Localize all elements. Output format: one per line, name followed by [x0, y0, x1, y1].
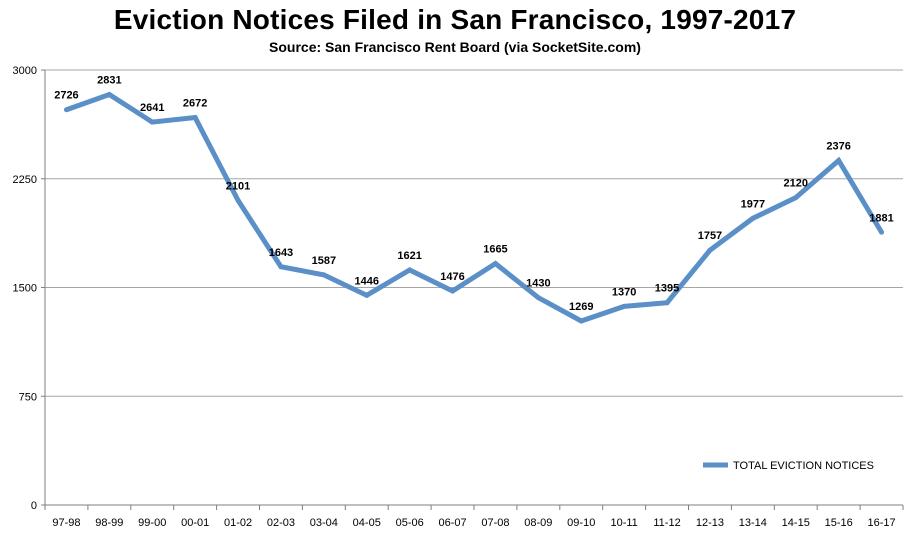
- data-label: 1587: [312, 255, 336, 267]
- data-label: 2120: [784, 178, 808, 190]
- x-tick-label: 16-17: [867, 517, 895, 529]
- x-tick-label: 01-02: [224, 517, 252, 529]
- x-axis-tick-labels: 97-98 98-99 99-00 00-01 01-02 02-03 03-04 04-05…: [52, 517, 895, 529]
- y-tick-label: 3000: [13, 65, 37, 77]
- data-label: 1395: [655, 283, 679, 295]
- x-tick-label: 02-03: [267, 517, 295, 529]
- x-tick-label: 00-01: [181, 517, 209, 529]
- data-label: 2726: [54, 90, 78, 102]
- x-tick-label: 99-00: [138, 517, 166, 529]
- y-tick-label: 2250: [13, 174, 37, 186]
- data-point: [278, 264, 284, 270]
- x-tick-label: 12-13: [696, 517, 724, 529]
- data-labels: 2726 2831 2641 2672 2101 1643 1587 1446 1621 1476…: [54, 75, 894, 313]
- data-label: 2831: [97, 75, 121, 87]
- data-point: [621, 303, 627, 309]
- x-tick-label: 06-07: [438, 517, 466, 529]
- data-label: 1370: [612, 286, 636, 298]
- data-point: [106, 92, 112, 98]
- x-tick-label: 08-09: [524, 517, 552, 529]
- series-line: [65, 91, 884, 324]
- data-point: [321, 272, 327, 278]
- data-point: [836, 157, 842, 163]
- axes: [41, 69, 904, 510]
- x-tick-label: 10-11: [610, 517, 637, 529]
- gridlines: [45, 69, 903, 397]
- x-tick-label: 03-04: [310, 517, 338, 529]
- data-label: 1977: [741, 198, 765, 210]
- data-label: 1446: [355, 275, 379, 287]
- chart-title: Eviction Notices Filed in San Francisco,…: [113, 4, 797, 35]
- data-label: 1643: [269, 247, 293, 259]
- data-point: [793, 195, 799, 201]
- x-tick-label: 07-08: [481, 517, 509, 529]
- data-label: 2672: [183, 98, 207, 110]
- x-tick-label: 09-10: [567, 517, 595, 529]
- data-point: [364, 292, 370, 298]
- data-point: [192, 115, 198, 121]
- series-lines: [63, 91, 885, 324]
- data-point: [578, 318, 584, 324]
- data-point: [664, 300, 670, 306]
- x-tick-label: 14-15: [782, 517, 810, 529]
- y-tick-label: 1500: [13, 283, 37, 295]
- x-tick-label: 98-99: [95, 517, 123, 529]
- data-point: [235, 197, 241, 203]
- data-point: [407, 267, 413, 273]
- legend-label: TOTAL EVICTION NOTICES: [733, 460, 874, 472]
- y-tick-label: 0: [31, 500, 37, 512]
- data-point: [492, 261, 498, 267]
- data-label: 1430: [526, 278, 550, 290]
- x-tick-label: 11-12: [653, 517, 680, 529]
- data-point: [149, 119, 155, 125]
- y-axis-tick-labels: 0 750 1500 2250 3000: [13, 65, 37, 512]
- data-point: [450, 288, 456, 294]
- data-label: 1665: [483, 244, 507, 256]
- data-point: [750, 215, 756, 221]
- data-label: 1476: [440, 271, 464, 283]
- legend: TOTAL EVICTION NOTICES: [703, 460, 874, 472]
- x-tick-label: 15-16: [825, 517, 853, 529]
- y-tick-label: 750: [19, 391, 37, 403]
- data-label: 2101: [226, 180, 250, 192]
- data-point: [879, 229, 885, 235]
- x-tick-label: 05-06: [396, 517, 424, 529]
- data-label: 1621: [397, 250, 421, 262]
- data-label: 2376: [826, 140, 850, 152]
- data-point: [63, 107, 69, 113]
- x-tick-label: 13-14: [739, 517, 767, 529]
- data-label: 1881: [869, 212, 893, 224]
- chart-subtitle: Source: San Francisco Rent Board (via So…: [269, 39, 641, 55]
- x-tick-label: 97-98: [52, 517, 80, 529]
- data-label: 1269: [569, 301, 593, 313]
- data-point: [535, 295, 541, 301]
- data-label: 1757: [698, 230, 722, 242]
- data-point: [707, 247, 713, 253]
- x-tick-label: 04-05: [353, 517, 381, 529]
- data-label: 2641: [140, 102, 164, 114]
